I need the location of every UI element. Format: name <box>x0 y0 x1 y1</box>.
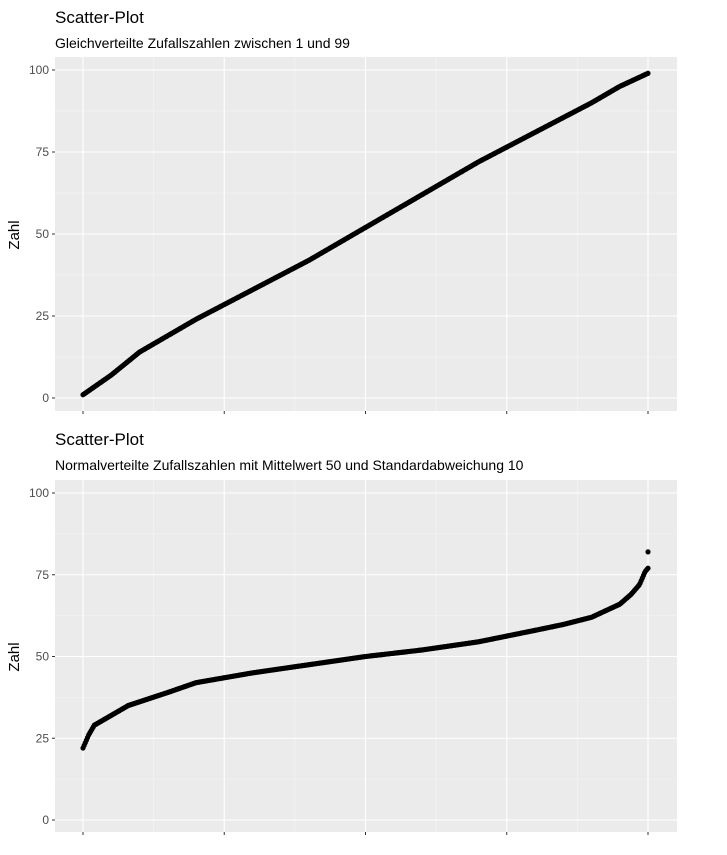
chart-2-y-tick-label: 25 <box>36 731 50 745</box>
chart-1-y-tick-label: 100 <box>29 63 49 77</box>
chart-1-title: Scatter-Plot <box>55 8 144 27</box>
chart-1: Scatter-Plot Gleichverteilte Zufallszahl… <box>6 8 677 414</box>
chart-2-y-tick-label: 75 <box>36 568 50 582</box>
chart-2-title: Scatter-Plot <box>55 430 144 449</box>
chart-2-ylabel: Zahl <box>6 642 23 671</box>
chart-1-ylabel: Zahl <box>6 220 23 249</box>
chart-2-panel: 0 25 50 75 100 <box>29 480 677 835</box>
chart-1-data-point <box>645 70 651 76</box>
chart-2-data-point <box>645 565 651 571</box>
chart-2-subtitle: Normalverteilte Zufallszahlen mit Mittel… <box>55 457 524 473</box>
chart-1-panel: 0 25 50 75 100 <box>29 57 677 414</box>
chart-1-y-tick-label: 50 <box>36 227 50 241</box>
chart-2-y-tick-label: 0 <box>42 813 49 827</box>
chart-2-y-tick-label: 100 <box>29 486 49 500</box>
chart-1-y-tick-label: 75 <box>36 145 50 159</box>
chart-2-data-point <box>645 549 651 555</box>
chart-1-y-tick-label: 25 <box>36 309 50 323</box>
chart-1-y-tick-label: 0 <box>42 391 49 405</box>
chart-2: Scatter-Plot Normalverteilte Zufallszahl… <box>6 430 677 835</box>
chart-2-y-tick-label: 50 <box>36 650 50 664</box>
chart-1-subtitle: Gleichverteilte Zufallszahlen zwischen 1… <box>55 35 350 51</box>
